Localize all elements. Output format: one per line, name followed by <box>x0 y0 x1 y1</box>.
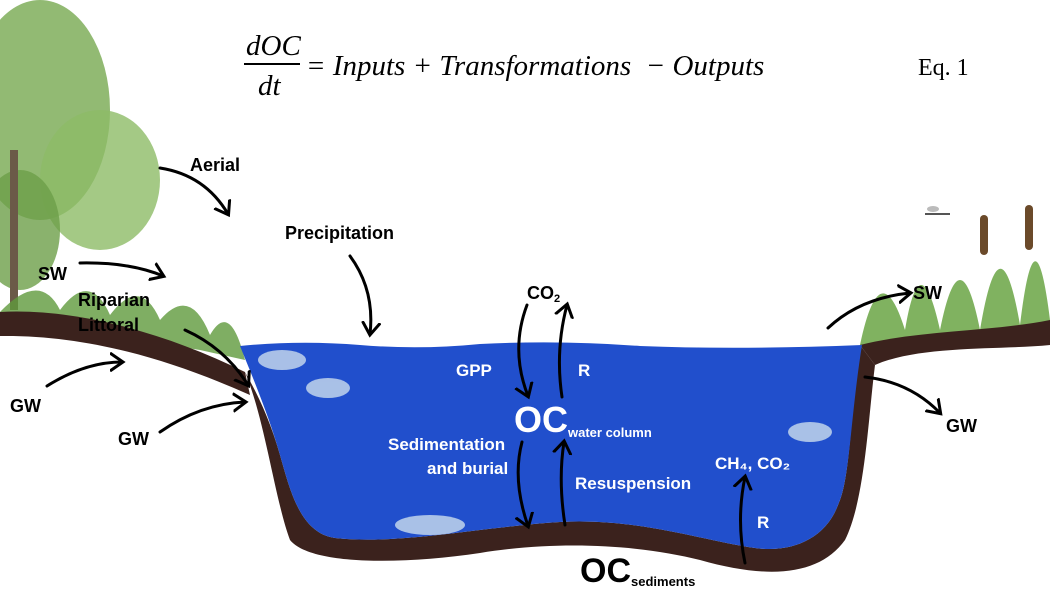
eq-numerator: dOC <box>246 30 301 62</box>
gpp-arrow <box>519 303 528 396</box>
label-precipitation: Precipitation <box>285 223 394 243</box>
label-r-water: R <box>578 361 590 380</box>
equation: dOC dt = Inputs + Transformations − Outp… <box>244 30 969 102</box>
lake-sediment <box>245 345 875 572</box>
littoral-arrow <box>183 328 248 385</box>
label-oc-water-column: OCwater column <box>514 399 652 440</box>
tree-left <box>0 0 160 310</box>
label-littoral: Littoral <box>78 315 139 335</box>
precipitation-arrow <box>348 254 371 334</box>
label-gpp: GPP <box>456 361 492 380</box>
dragonfly-icon <box>925 206 950 215</box>
gw-in-lower-arrow <box>158 402 245 434</box>
gw-in-upper-arrow <box>45 362 122 388</box>
gw-out-arrow <box>863 375 940 413</box>
label-gw-left-lower: GW <box>118 429 149 449</box>
fish-icon <box>258 350 832 535</box>
label-gw-right: GW <box>946 416 977 436</box>
eq-rhs: = Inputs + Transformations − Outputs <box>306 50 764 82</box>
sw-in-arrow <box>78 261 163 276</box>
soil-left-bank <box>0 311 250 395</box>
label-sw-right: SW <box>913 283 942 303</box>
eq-number: Eq. 1 <box>918 55 969 81</box>
flow-arrows <box>45 166 940 565</box>
label-oc-sediments: OCsediments <box>580 552 695 590</box>
label-ch4-co2: CH₄, CO₂ <box>715 454 790 473</box>
respiration-arrow <box>559 305 567 399</box>
grass-left <box>0 290 245 360</box>
soil-right-bank <box>860 320 1050 365</box>
sediment-respiration-arrow <box>741 477 746 565</box>
label-resuspension: Resuspension <box>575 474 691 493</box>
label-aerial: Aerial <box>190 155 240 175</box>
sedimentation-arrow <box>518 440 528 526</box>
label-co2: CO2 <box>527 283 560 305</box>
label-sw-left: SW <box>38 264 67 284</box>
lake-water <box>240 342 862 550</box>
resuspension-arrow <box>561 442 565 527</box>
label-riparian: Riparian <box>78 290 150 310</box>
label-sedimentation: Sedimentation <box>388 435 505 454</box>
aerial-arrow <box>158 166 228 214</box>
eq-denominator: dt <box>258 70 282 102</box>
label-and-burial: and burial <box>427 459 508 478</box>
sw-out-arrow <box>826 293 910 330</box>
label-gw-left-upper: GW <box>10 396 41 416</box>
label-r-sediment: R <box>757 513 769 532</box>
